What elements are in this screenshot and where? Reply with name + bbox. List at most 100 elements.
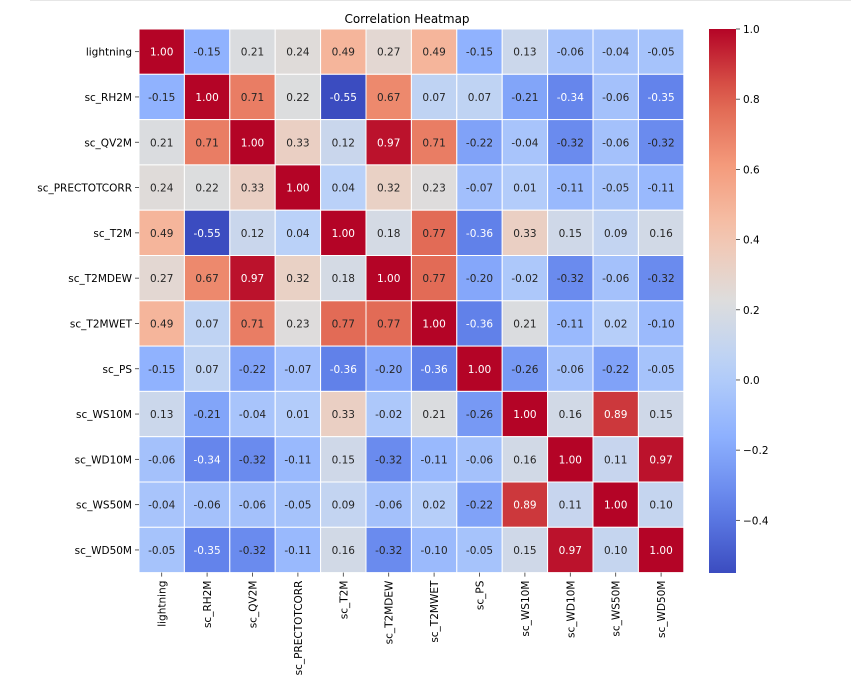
- heatmap-cell-5-4: [320, 255, 367, 302]
- heatmap-cell-8-2: [229, 390, 276, 438]
- cell-value-4-7: -0.36: [466, 228, 493, 240]
- cell-value-9-11: 0.97: [649, 454, 672, 466]
- cell-value-5-1: 0.67: [195, 273, 218, 285]
- y-tick-label-3: sc_PRECTOTCORR: [37, 183, 132, 195]
- heatmap-cell-1-11: [637, 73, 685, 121]
- cell-value-2-0: 0.21: [150, 137, 173, 149]
- cell-value-3-7: -0.07: [466, 183, 493, 195]
- x-tick-labels: lightning sc_RH2M sc_QV2M sc_PRECTOTCORR sc_…: [157, 572, 668, 675]
- cell-value-5-3: 0.32: [286, 273, 309, 285]
- cell-value-5-6: 0.77: [422, 273, 445, 285]
- cell-value-1-5: 0.67: [377, 92, 400, 104]
- cell-value-11-4: 0.16: [332, 545, 356, 557]
- heatmap-cell-2-10: [592, 119, 639, 166]
- heatmap-cell-2-4: [320, 119, 367, 166]
- cell-value-9-6: -0.11: [421, 454, 448, 466]
- cell-value-7-7: 1.00: [468, 364, 491, 376]
- cell-value-7-4: -0.36: [330, 364, 357, 376]
- cell-value-8-5: -0.02: [375, 409, 402, 421]
- cell-value-11-5: -0.32: [375, 545, 402, 557]
- cell-value-10-2: -0.06: [239, 500, 266, 512]
- cell-value-1-1: 1.00: [195, 92, 218, 104]
- cell-value-6-8: 0.21: [513, 318, 536, 330]
- cell-value-9-9: 1.00: [559, 454, 582, 466]
- cell-value-3-10: -0.05: [602, 183, 629, 195]
- cell-value-1-3: 0.22: [286, 92, 309, 104]
- cell-value-4-8: 0.33: [513, 228, 536, 240]
- cell-value-3-6: 0.23: [422, 183, 445, 195]
- heatmap-cell-2-3: [274, 119, 322, 166]
- cell-value-3-9: -0.11: [557, 183, 584, 195]
- heatmap-cell-10-0: [138, 481, 185, 528]
- cell-value-1-2: 0.71: [241, 92, 264, 104]
- cell-value-5-11: -0.32: [648, 273, 675, 285]
- cell-value-3-3: 1.00: [286, 183, 309, 195]
- cell-value-1-4: -0.55: [330, 92, 357, 104]
- cell-value-6-0: 0.49: [150, 318, 173, 330]
- heatmap-cell-8-8: [501, 390, 549, 438]
- cell-value-5-9: -0.32: [557, 273, 584, 285]
- cell-value-2-3: 0.33: [286, 137, 309, 149]
- chart-title: Correlation Heatmap: [344, 12, 469, 26]
- colorbar-tick-label-6: −0.2: [743, 445, 769, 457]
- cell-value-9-10: 0.11: [604, 454, 627, 466]
- cell-value-0-8: 0.13: [513, 47, 536, 59]
- colorbar: 1.0 0.8 0.6 0.4 0.2 0.0 −0.2 −0.4: [709, 24, 769, 573]
- cell-value-10-1: -0.06: [194, 500, 221, 512]
- colorbar-tick-label-4: 0.2: [743, 305, 760, 317]
- cell-value-4-4: 1.00: [332, 228, 355, 240]
- heatmap-cell-4-3: [274, 209, 322, 256]
- y-tick-label-10: sc_WS50M: [76, 500, 132, 512]
- cell-value-4-0: 0.49: [150, 228, 173, 240]
- y-tick-label-8: sc_WS10M: [76, 409, 132, 421]
- heatmap-cell-8-1: [183, 390, 231, 438]
- cell-value-11-10: 0.10: [604, 545, 627, 557]
- cell-value-9-4: 0.15: [332, 454, 355, 466]
- heatmap-cell-9-1: [183, 436, 231, 483]
- colorbar-tick-label-5: 0.0: [743, 375, 760, 387]
- cell-value-2-9: -0.32: [557, 137, 584, 149]
- heatmap-cell-1-6: [410, 73, 458, 121]
- cell-value-4-11: 0.16: [649, 228, 673, 240]
- y-tick-label-7: sc_PS: [103, 364, 133, 376]
- heatmap-cell-10-4: [320, 481, 367, 528]
- x-tick-label-5: sc_T2MDEW: [384, 580, 396, 644]
- heatmap-cell-8-5: [365, 390, 412, 438]
- cell-value-6-3: 0.23: [286, 318, 309, 330]
- heatmap-cell-5-7: [456, 255, 503, 302]
- cell-value-8-4: 0.33: [332, 409, 355, 421]
- y-tick-label-9: sc_WD10M: [75, 454, 132, 466]
- heatmap-cell-11-5: [365, 526, 412, 574]
- heatmap-cell-7-9: [547, 345, 594, 392]
- heatmap-cell-5-9: [547, 255, 594, 302]
- cell-value-6-2: 0.71: [241, 318, 264, 330]
- cell-value-2-11: -0.32: [648, 137, 675, 149]
- heatmap-cell-3-11: [637, 164, 685, 211]
- heatmap-cell-9-5: [365, 436, 412, 483]
- cell-value-0-6: 0.49: [422, 47, 445, 59]
- heatmap-cell-6-3: [274, 300, 322, 347]
- heatmap-cell-2-7: [456, 119, 503, 166]
- cell-value-11-0: -0.05: [148, 545, 175, 557]
- cell-value-11-7: -0.05: [466, 545, 493, 557]
- cell-value-11-1: -0.35: [194, 545, 221, 557]
- heatmap-cell-9-9: [547, 436, 594, 483]
- cell-value-11-8: 0.15: [513, 545, 536, 557]
- x-tick-label-11: sc_WD50M: [656, 581, 668, 638]
- heatmap-cell-0-7: [456, 28, 503, 75]
- cell-value-4-6: 0.77: [422, 228, 445, 240]
- cell-value-7-0: -0.15: [148, 364, 175, 376]
- heatmap-cell-11-9: [547, 526, 594, 574]
- cell-value-6-4: 0.77: [332, 318, 355, 330]
- cell-value-1-11: -0.35: [648, 92, 675, 104]
- cell-value-6-10: 0.02: [604, 318, 627, 330]
- heatmap-cell-1-8: [501, 73, 549, 121]
- cell-value-5-2: 0.97: [241, 273, 264, 285]
- x-tick-label-8: sc_WS10M: [520, 581, 532, 637]
- heatmap-cell-8-3: [274, 390, 322, 438]
- heatmap-cell-2-2: [229, 119, 276, 166]
- heatmap-cell-1-7: [456, 73, 503, 121]
- cell-value-11-2: -0.32: [239, 545, 266, 557]
- cell-value-11-9: 0.97: [559, 545, 582, 557]
